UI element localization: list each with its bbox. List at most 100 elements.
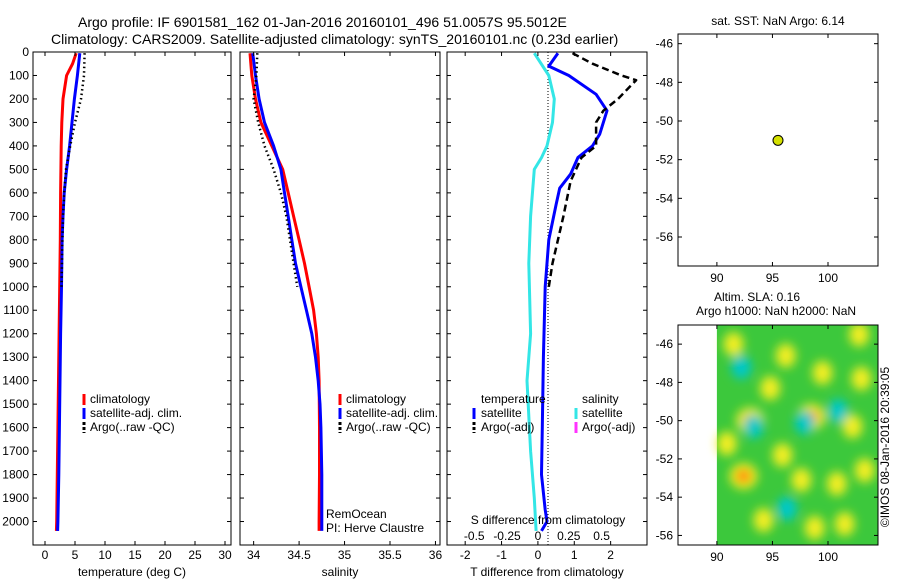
y-tick-label: 200 xyxy=(9,92,29,106)
map-y-tick-label: -54 xyxy=(656,191,674,205)
sla-anomaly-blob xyxy=(775,343,796,368)
map-x-tick-label: 90 xyxy=(710,550,724,564)
x-tick-label: 35 xyxy=(338,548,352,562)
sla-anomaly-blob xyxy=(851,366,872,391)
series-line-temperature-2 xyxy=(60,53,86,287)
sla-anomaly-blob xyxy=(743,414,764,439)
y-tick-label: 1700 xyxy=(2,444,29,458)
legend-label: Argo(..raw -QC) xyxy=(90,420,175,434)
y-tick-label: 2000 xyxy=(2,515,29,529)
sla-map-ticks: 90 95 100 -46 -48 -50 -52 -54 -56 xyxy=(656,325,878,564)
sla-anomaly-blob xyxy=(760,376,781,401)
sla-anomaly-blob xyxy=(753,508,774,533)
y-tick-label: 700 xyxy=(9,209,29,223)
imos-timestamp-label: ©IMOS 08-Jan-2016 20:39:05 xyxy=(878,367,892,528)
legend-header: temperature xyxy=(481,392,546,406)
map-x-tick-label: 100 xyxy=(818,550,838,564)
s-difference-tick-label: 0.5 xyxy=(593,529,610,543)
y-tick-label: 100 xyxy=(9,68,29,82)
sla-anomaly-layer xyxy=(716,325,875,540)
y-tick-label: 1800 xyxy=(2,468,29,482)
sla-map-panel: Altim. SLA: 0.16 Argo h1000: NaN h2000: … xyxy=(656,290,879,564)
map-y-tick-label: -56 xyxy=(656,230,674,244)
sst-map-points xyxy=(772,134,784,146)
map-x-tick-label: 95 xyxy=(766,271,780,285)
temperature-x-label: temperature (deg C) xyxy=(78,565,186,579)
x-tick-label: 34 xyxy=(247,548,261,562)
sla-map-frame xyxy=(677,324,879,546)
sst-map-panel: sat. SST: NaN Argo: 6.14 90 95 100 -46 -48 -5… xyxy=(656,14,879,285)
y-tick-label: 1100 xyxy=(3,303,29,317)
sla-anomaly-blob xyxy=(794,410,815,435)
sla-map-title-line1: Altim. SLA: 0.16 xyxy=(714,290,800,304)
y-tick-label: 1400 xyxy=(2,374,29,388)
legend-label: climatology xyxy=(346,392,406,406)
s-difference-tick-label: 0.25 xyxy=(557,529,581,543)
sst-map-ticks: 90 95 100 -46 -48 -50 -52 -54 -56 xyxy=(656,34,878,285)
depth-y-ticks: 0 100 200 300 400 500 600 700 800 900 1000 1100 1200… xyxy=(2,45,647,529)
sla-map-title-line2: Argo h1000: NaN h2000: NaN xyxy=(696,304,856,318)
x-tick-label: 30 xyxy=(218,548,232,562)
x-tick-label: 2 xyxy=(607,548,614,562)
salinity-x-label: salinity xyxy=(322,565,359,579)
salinity-series xyxy=(248,53,324,531)
s-difference-tick-label: 0 xyxy=(535,529,542,543)
map-y-tick-label: -50 xyxy=(656,114,674,128)
sla-anomaly-blob xyxy=(828,399,848,424)
x-tick-label: 5 xyxy=(72,548,79,562)
difference-axes-frame xyxy=(446,51,648,546)
sla-anomaly-blob xyxy=(791,467,812,492)
y-tick-label: 1500 xyxy=(2,397,29,411)
s-difference-tick-label: -0.5 xyxy=(464,529,485,543)
x-tick-label: 1 xyxy=(571,548,578,562)
y-tick-label: 1900 xyxy=(2,491,29,505)
x-tick-label: 25 xyxy=(188,548,202,562)
difference-panel: -2 -1 0 1 2 -0.5 -0.25 0 0.25 0.5 T difference f… xyxy=(446,51,648,579)
map-y-tick-label: -52 xyxy=(656,153,674,167)
y-tick-label: 900 xyxy=(9,256,29,270)
legend-label: Argo(..raw -QC) xyxy=(346,420,431,434)
legend-label: Argo(-adj) xyxy=(582,420,635,434)
x-tick-label: 36 xyxy=(429,548,443,562)
series-line-salinity-2 xyxy=(252,53,299,287)
argo-float-marker xyxy=(772,134,784,146)
temperature-series xyxy=(54,52,86,531)
salinity-panel: 34 34.5 35 35.5 36 salinity climatologysatel… xyxy=(239,51,443,579)
sst-map-frame xyxy=(677,33,879,267)
sla-anomaly-blob xyxy=(716,431,737,456)
map-y-tick-label: -48 xyxy=(656,375,674,389)
series-line-difference-1 xyxy=(547,52,638,287)
map-x-tick-label: 90 xyxy=(710,271,724,285)
map-x-tick-label: 95 xyxy=(766,550,780,564)
x-tick-label: 10 xyxy=(98,548,112,562)
x-tick-label: 0 xyxy=(535,548,542,562)
map-y-tick-label: -46 xyxy=(656,337,674,351)
y-tick-label: 1300 xyxy=(2,350,29,364)
sla-anomaly-blob xyxy=(731,355,752,380)
sla-anomaly-blob xyxy=(736,470,751,483)
x-tick-label: -2 xyxy=(460,548,471,562)
y-tick-label: 500 xyxy=(9,162,29,176)
legend-label: satellite-adj. clim. xyxy=(90,406,182,420)
salinity-axes-frame xyxy=(239,51,441,546)
figure-title-line1: Argo profile: IF 6901581_162 01-Jan-2016… xyxy=(78,14,567,30)
series-line-salinity-1 xyxy=(251,53,324,531)
x-tick-label: 34.5 xyxy=(287,548,311,562)
s-difference-label: S difference from climatology xyxy=(471,513,626,527)
sst-map-title: sat. SST: NaN Argo: 6.14 xyxy=(711,14,845,28)
sla-anomaly-blob xyxy=(776,496,797,521)
sla-heatmap xyxy=(716,325,878,545)
sla-anomaly-blob xyxy=(854,458,875,483)
y-tick-label: 400 xyxy=(9,139,29,153)
x-tick-label: 0 xyxy=(42,548,49,562)
legend-label: satellite-adj. clim. xyxy=(346,406,438,420)
x-tick-label: 20 xyxy=(158,548,172,562)
y-tick-label: 0 xyxy=(22,45,29,59)
sla-anomaly-blob xyxy=(723,332,744,357)
map-y-tick-label: -46 xyxy=(656,37,674,51)
temperature-x-ticks: 0 5 10 15 20 25 30 xyxy=(42,52,232,562)
y-tick-label: 1200 xyxy=(2,327,29,341)
